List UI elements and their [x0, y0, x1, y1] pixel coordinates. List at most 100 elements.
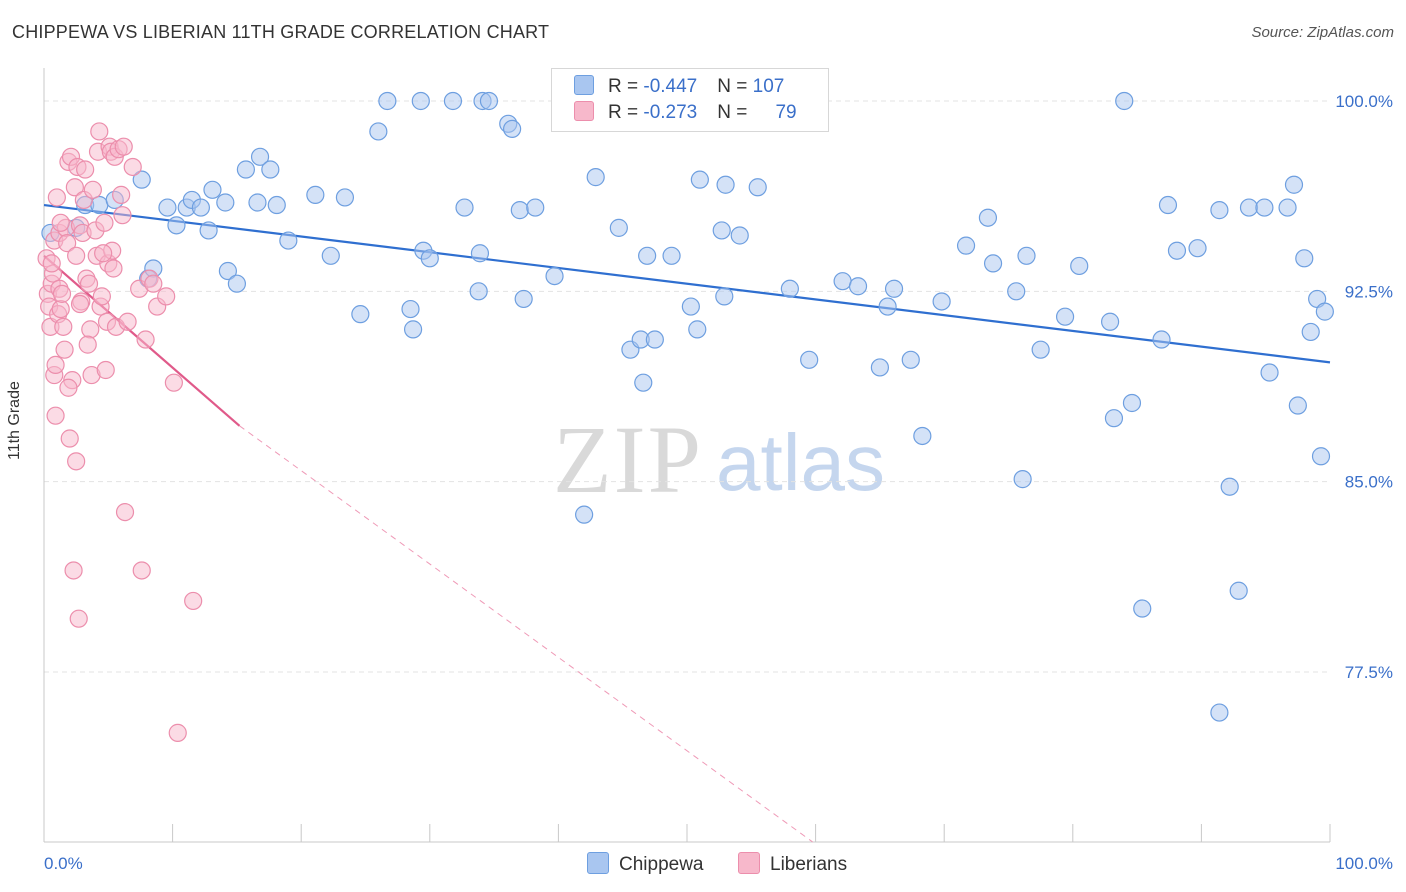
- liberians-point-63: [136, 330, 155, 349]
- chippewa-point-45: [526, 198, 545, 217]
- liberians-point-56: [113, 206, 132, 225]
- liberians-point-26: [67, 246, 86, 265]
- chippewa-point-65: [800, 350, 819, 369]
- chippewa-point-72: [913, 426, 932, 446]
- liberians-point-41: [90, 122, 109, 141]
- chippewa-point-38: [470, 244, 490, 263]
- liberians-point-8: [46, 406, 65, 425]
- source-credit: Source: ZipAtlas.com: [1251, 24, 1394, 41]
- chippewa-point-25: [321, 246, 340, 265]
- chippewa-point-70: [884, 279, 904, 298]
- chippewa-point-48: [586, 168, 605, 187]
- chippewa-point-18: [236, 160, 256, 179]
- chippewa-point-76: [983, 254, 1003, 273]
- chippewa-point-82: [1070, 256, 1089, 276]
- chippewa-point-43: [510, 201, 529, 220]
- chippewa-point-28: [369, 122, 388, 141]
- legend-item-liberians[interactable]: Liberians: [738, 852, 847, 876]
- tick-labels: 100.0% 92.5% 85.0% 77.5% 0.0% 100.0%: [44, 92, 1393, 873]
- liberians-point-71: [81, 320, 100, 339]
- liberians-point-23: [64, 561, 83, 580]
- chippewa-point-68: [870, 358, 890, 377]
- chippewa-point-55: [662, 246, 681, 265]
- watermark-atlas: atlas: [716, 418, 885, 507]
- liberians-point-43: [92, 287, 111, 306]
- liberians-point-15: [54, 317, 73, 336]
- chippewa-point-59: [712, 221, 731, 240]
- liberians-swatch: [574, 101, 594, 121]
- legend-n-label: N =: [717, 102, 753, 123]
- chippewa-point-44: [514, 289, 533, 309]
- chippewa-point-102: [1295, 249, 1314, 268]
- chippewa-point-19: [248, 193, 267, 212]
- y-tick-label-1: 92.5%: [1345, 282, 1393, 301]
- liberians-point-18: [58, 234, 77, 253]
- chippewa-point-23: [279, 231, 298, 250]
- chippewa-point-71: [901, 350, 920, 369]
- liberians-point-24: [65, 178, 84, 197]
- liberians-point-65: [144, 274, 163, 293]
- correlation-legend: R = -0.447 N = 107 R = -0.273 N = 79: [551, 68, 829, 132]
- chippewa-trend-segment: [43, 203, 1331, 364]
- chippewa-point-8: [158, 198, 177, 217]
- chippewa-point-3: [90, 195, 109, 215]
- chippewa-point-40: [479, 91, 499, 111]
- legend-label-liberians: Liberians: [770, 854, 848, 875]
- chippewa-point-94: [1220, 477, 1239, 496]
- liberians-point-57: [114, 137, 133, 156]
- chippewa-point-64: [780, 279, 799, 298]
- legend-item-chippewa[interactable]: Chippewa: [587, 852, 704, 876]
- chippewa-point-87: [1133, 599, 1152, 618]
- chippewa-point-79: [1017, 246, 1036, 265]
- chippewa-point-69: [878, 297, 897, 316]
- chippewa-point-62: [730, 226, 749, 245]
- chippewa-point-60: [715, 287, 734, 306]
- chippewa-point-100: [1284, 175, 1304, 194]
- chippewa-point-31: [403, 320, 423, 339]
- liberians-point-70: [184, 591, 203, 611]
- chippewa-point-78: [1013, 470, 1032, 489]
- chippewa-point-46: [545, 266, 564, 286]
- chippewa-point-99: [1278, 198, 1297, 217]
- liberians-trend-line: [43, 254, 813, 843]
- chippewa-point-61: [716, 175, 735, 194]
- chippewa-point-84: [1104, 409, 1124, 428]
- liberians-point-73: [42, 254, 61, 273]
- chippewa-point-85: [1115, 91, 1134, 111]
- legend-r-value: -0.447: [643, 76, 698, 97]
- chippewa-point-35: [443, 91, 463, 111]
- y-tick-label-0: 100.0%: [1335, 92, 1393, 111]
- chippewa-point-16: [218, 261, 237, 281]
- chippewa-point-66: [833, 272, 852, 291]
- chippewa-point-5: [132, 170, 151, 189]
- liberians-point-51: [104, 259, 123, 278]
- chippewa-point-20: [250, 147, 270, 166]
- chippewa-point-57: [688, 320, 707, 339]
- chippewa-point-9: [167, 216, 186, 235]
- chippewa-point-34: [420, 249, 439, 268]
- watermark-zip: ZIP: [553, 406, 703, 513]
- chippewa-point-67: [848, 277, 868, 296]
- x-tick-label-0: 0.0%: [44, 854, 83, 873]
- zipatlas-watermark: ZIP atlas: [553, 406, 885, 513]
- chippewa-point-17: [227, 274, 246, 293]
- chippewa-point-63: [748, 178, 767, 197]
- legend-row-liberians: R = -0.273 N = 79: [574, 101, 797, 127]
- liberians-point-72: [59, 378, 78, 397]
- chippewa-point-37: [469, 282, 488, 301]
- liberians-point-75: [70, 294, 90, 314]
- chippewa-point-53: [638, 246, 657, 265]
- legend-n-value: 79: [775, 102, 797, 123]
- liberians-point-13: [51, 299, 70, 319]
- liberians-point-28: [69, 609, 88, 628]
- chippewa-point-42: [503, 119, 522, 139]
- chippewa-point-81: [1055, 307, 1075, 326]
- chippewa-point-30: [401, 299, 420, 319]
- chippewa-point-98: [1260, 363, 1279, 382]
- chippewa-point-90: [1167, 241, 1187, 260]
- chippewa-point-26: [335, 188, 355, 207]
- liberians-point-45: [96, 360, 115, 380]
- legend-r-label: R =: [608, 76, 644, 97]
- chippewa-point-73: [932, 292, 951, 311]
